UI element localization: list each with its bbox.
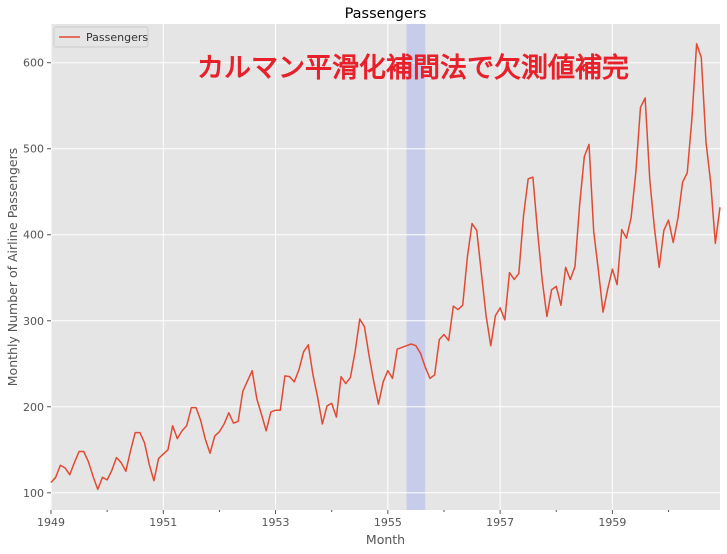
y-tick-label: 500 [23, 143, 44, 156]
legend-label: Passengers [86, 31, 148, 44]
x-tick-label: 1955 [374, 516, 402, 529]
legend-box [53, 26, 149, 48]
x-tick-label: 1953 [262, 516, 290, 529]
line-layer [50, 43, 721, 491]
grid-layer [50, 24, 720, 510]
plot-background [51, 24, 720, 510]
y-tick-label: 100 [23, 487, 44, 500]
y-axis-label: Monthly Number of Airline Passengers [5, 148, 20, 386]
y-tick-label: 300 [23, 315, 44, 328]
x-tick-label: 1959 [598, 516, 626, 529]
x-tick-label: 1949 [37, 516, 65, 529]
legend: Passengers [53, 26, 149, 48]
y-tick-label: 600 [23, 57, 44, 70]
tick-layer: 100 200 300 400 500 600 1949 1951 1953 1955 1957 19… [23, 57, 670, 529]
y-tick-label: 200 [23, 401, 44, 414]
x-axis-label: Month [366, 532, 405, 547]
series-line [50, 43, 721, 491]
annotation-text: カルマン平滑化補間法で欠測値補完 [197, 52, 629, 84]
highlight-layer [406, 24, 426, 510]
highlight-span [406, 24, 426, 510]
y-tick-label: 400 [23, 229, 44, 242]
chart-title: Passengers [345, 6, 427, 22]
x-tick-label: 1957 [486, 516, 514, 529]
x-tick-label: 1951 [149, 516, 177, 529]
